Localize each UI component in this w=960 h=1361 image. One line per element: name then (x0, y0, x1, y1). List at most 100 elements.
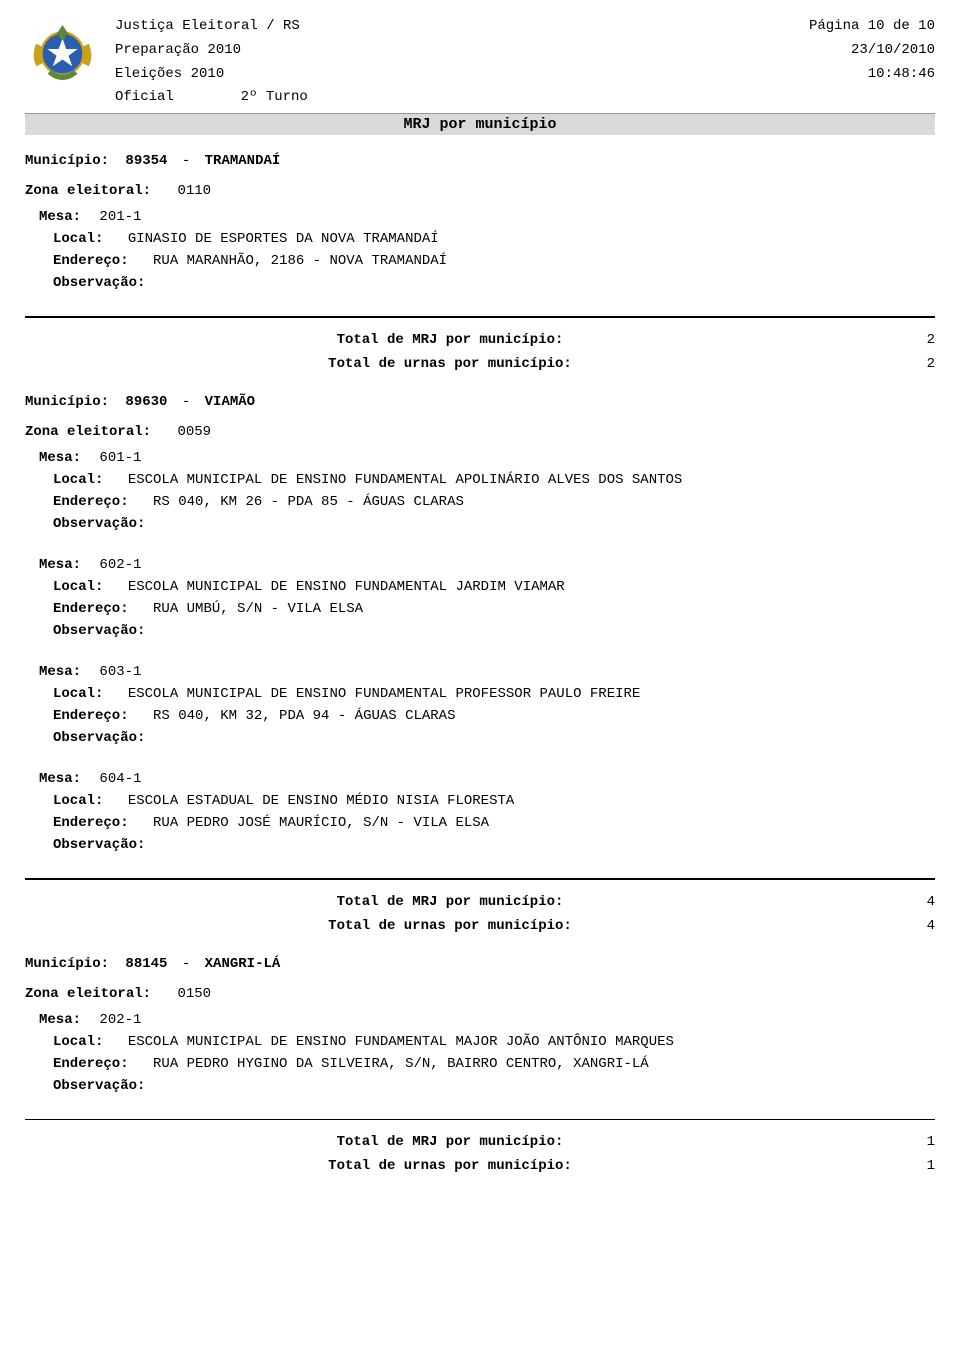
endereco-label: Endereço: (53, 253, 129, 269)
mesa-label: Mesa: (39, 557, 81, 573)
endereco-value: RUA PEDRO HYGINO DA SILVEIRA, S/N, BAIRR… (153, 1056, 649, 1072)
observacao-row: Observação: (53, 516, 935, 532)
local-row: Local: GINASIO DE ESPORTES DA NOVA TRAMA… (53, 231, 935, 247)
local-row: Local: ESCOLA MUNICIPAL DE ENSINO FUNDAM… (53, 579, 935, 595)
total-urnas-label: Total de urnas por município: (328, 918, 572, 934)
total-mrj-row: Total de MRJ por município: 1 (25, 1130, 935, 1154)
local-row: Local: ESCOLA ESTADUAL DE ENSINO MÉDIO N… (53, 793, 935, 809)
turno-text: 2º Turno (241, 89, 308, 105)
mesa-label: Mesa: (39, 664, 81, 680)
local-value: ESCOLA MUNICIPAL DE ENSINO FUNDAMENTAL A… (128, 472, 683, 488)
municipio-code: 88145 (125, 956, 167, 972)
mesa-label: Mesa: (39, 209, 81, 225)
municipio-block: Município: 88145 - XANGRI-LÁ (25, 956, 935, 972)
municipio-sep: - (182, 956, 190, 972)
mesa-value: 202-1 (99, 1012, 141, 1028)
mesa-label: Mesa: (39, 1012, 81, 1028)
total-mrj-value: 2 (875, 332, 935, 348)
zona-label: Zona eleitoral: (25, 424, 151, 440)
observacao-label: Observação: (53, 275, 145, 291)
endereco-value: RUA UMBÚ, S/N - VILA ELSA (153, 601, 363, 617)
municipio-block: Município: 89630 - VIAMÃO (25, 394, 935, 410)
endereco-label: Endereço: (53, 815, 129, 831)
observacao-row: Observação: (53, 837, 935, 853)
title-bar: MRJ por município (25, 113, 935, 135)
mesa-block: Mesa: 602-1 (39, 557, 935, 573)
endereco-label: Endereço: (53, 494, 129, 510)
local-value: ESCOLA MUNICIPAL DE ENSINO FUNDAMENTAL J… (128, 579, 565, 595)
report-header: Justiça Eleitoral / RS Preparação 2010 E… (25, 15, 935, 110)
local-value: ESCOLA MUNICIPAL DE ENSINO FUNDAMENTAL P… (128, 686, 640, 702)
report-date: 23/10/2010 (809, 39, 935, 63)
endereco-label: Endereço: (53, 601, 129, 617)
municipio-sep: - (182, 153, 190, 169)
prep-line: Preparação 2010 (115, 39, 308, 63)
header-text: Justiça Eleitoral / RS Preparação 2010 E… (115, 15, 308, 110)
zona-block: Zona eleitoral: 0110 (25, 183, 935, 199)
page-number: Página 10 de 10 (809, 15, 935, 39)
mesa-label: Mesa: (39, 771, 81, 787)
zona-value: 0150 (177, 986, 211, 1002)
zona-block: Zona eleitoral: 0059 (25, 424, 935, 440)
local-value: GINASIO DE ESPORTES DA NOVA TRAMANDAÍ (128, 231, 439, 247)
local-label: Local: (53, 1034, 103, 1050)
local-value: ESCOLA ESTADUAL DE ENSINO MÉDIO NISIA FL… (128, 793, 514, 809)
observacao-row: Observação: (53, 1078, 935, 1094)
observacao-label: Observação: (53, 623, 145, 639)
endereco-row: Endereço: RS 040, KM 26 - PDA 85 - ÁGUAS… (53, 494, 935, 510)
org-line: Justiça Eleitoral / RS (115, 15, 308, 39)
mesa-value: 201-1 (99, 209, 141, 225)
oficial-text: Oficial (115, 89, 174, 105)
endereco-label: Endereço: (53, 708, 129, 724)
mesa-label: Mesa: (39, 450, 81, 466)
endereco-value: RS 040, KM 32, PDA 94 - ÁGUAS CLARAS (153, 708, 455, 724)
oficial-turno-line: Oficial 2º Turno (115, 86, 308, 110)
endereco-row: Endereço: RUA PEDRO JOSÉ MAURÍCIO, S/N -… (53, 815, 935, 831)
observacao-row: Observação: (53, 275, 935, 291)
total-mrj-value: 1 (875, 1134, 935, 1150)
coat-of-arms-icon (25, 15, 100, 95)
observacao-row: Observação: (53, 623, 935, 639)
mesa-block: Mesa: 202-1 (39, 1012, 935, 1028)
local-row: Local: ESCOLA MUNICIPAL DE ENSINO FUNDAM… (53, 1034, 935, 1050)
zona-value: 0110 (177, 183, 211, 199)
observacao-label: Observação: (53, 516, 145, 532)
municipio-label: Município: (25, 956, 109, 972)
total-urnas-row: Total de urnas por município: 1 (25, 1154, 935, 1178)
divider (25, 1119, 935, 1120)
report-title: MRJ por município (25, 116, 935, 133)
total-urnas-row: Total de urnas por município: 4 (25, 914, 935, 938)
total-urnas-label: Total de urnas por município: (328, 1158, 572, 1174)
zona-value: 0059 (177, 424, 211, 440)
total-mrj-row: Total de MRJ por município: 4 (25, 890, 935, 914)
local-label: Local: (53, 686, 103, 702)
mesa-block: Mesa: 604-1 (39, 771, 935, 787)
total-mrj-row: Total de MRJ por município: 2 (25, 328, 935, 352)
total-mrj-value: 4 (875, 894, 935, 910)
report-time: 10:48:46 (809, 63, 935, 87)
local-label: Local: (53, 231, 103, 247)
observacao-row: Observação: (53, 730, 935, 746)
total-mrj-label: Total de MRJ por município: (337, 894, 564, 910)
total-urnas-label: Total de urnas por município: (328, 356, 572, 372)
zona-label: Zona eleitoral: (25, 986, 151, 1002)
endereco-value: RUA MARANHÃO, 2186 - NOVA TRAMANDAÍ (153, 253, 447, 269)
total-mrj-label: Total de MRJ por município: (337, 1134, 564, 1150)
mesa-value: 604-1 (99, 771, 141, 787)
municipio-block: Município: 89354 - TRAMANDAÍ (25, 153, 935, 169)
local-value: ESCOLA MUNICIPAL DE ENSINO FUNDAMENTAL M… (128, 1034, 674, 1050)
mesa-block: Mesa: 603-1 (39, 664, 935, 680)
observacao-label: Observação: (53, 837, 145, 853)
local-row: Local: ESCOLA MUNICIPAL DE ENSINO FUNDAM… (53, 472, 935, 488)
municipio-label: Município: (25, 394, 109, 410)
total-urnas-value: 4 (875, 918, 935, 934)
mesa-value: 601-1 (99, 450, 141, 466)
municipio-code: 89354 (125, 153, 167, 169)
endereco-row: Endereço: RUA PEDRO HYGINO DA SILVEIRA, … (53, 1056, 935, 1072)
endereco-row: Endereço: RUA MARANHÃO, 2186 - NOVA TRAM… (53, 253, 935, 269)
mesa-block: Mesa: 201-1 (39, 209, 935, 225)
divider (25, 316, 935, 318)
municipio-name: VIAMÃO (205, 394, 255, 410)
municipio-code: 89630 (125, 394, 167, 410)
local-row: Local: ESCOLA MUNICIPAL DE ENSINO FUNDAM… (53, 686, 935, 702)
